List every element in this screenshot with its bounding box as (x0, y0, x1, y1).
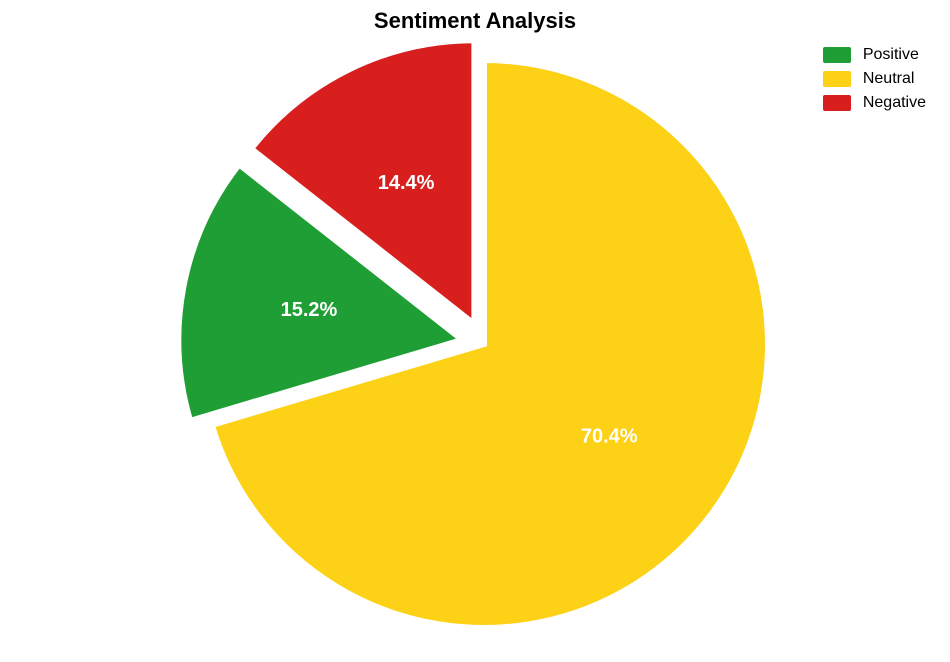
sentiment-pie-chart: Sentiment Analysis 70.4%15.2%14.4% Posit… (0, 0, 950, 662)
legend-label-neutral: Neutral (863, 70, 915, 88)
legend-item-positive: Positive (823, 46, 926, 64)
pie-svg: 70.4% 15.2% 14.4% (0, 0, 950, 662)
legend-swatch-neutral (823, 71, 851, 87)
legend-item-negative: Negative (823, 94, 926, 112)
legend-swatch-negative (823, 95, 851, 111)
slice-label-positive: 15.2% (281, 299, 338, 321)
slice-label-negative: 14.4% (378, 172, 435, 194)
legend: Positive Neutral Negative (823, 46, 926, 118)
legend-item-neutral: Neutral (823, 70, 926, 88)
legend-label-positive: Positive (863, 46, 919, 64)
slice-label-neutral: 70.4% (581, 426, 638, 448)
legend-label-negative: Negative (863, 94, 926, 112)
legend-swatch-positive (823, 47, 851, 63)
